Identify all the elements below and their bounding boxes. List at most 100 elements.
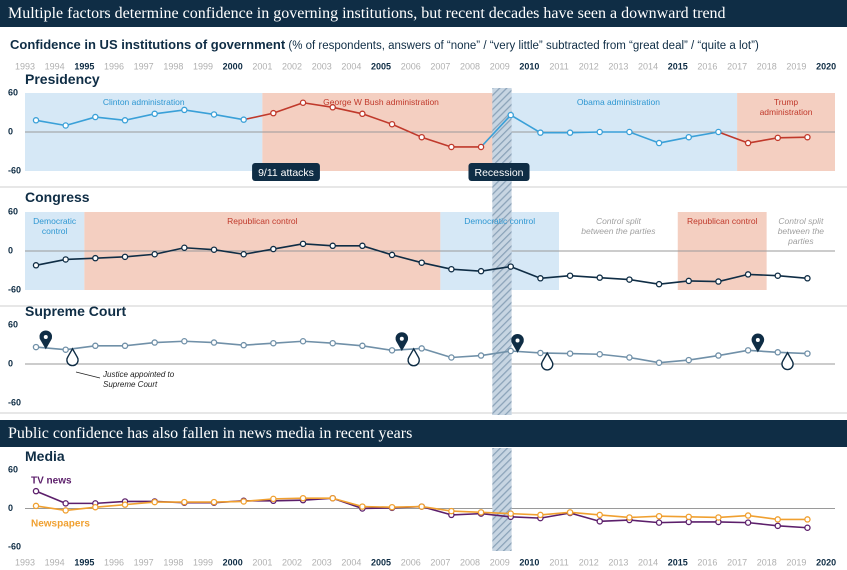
point xyxy=(774,516,782,523)
x-tick-label: 1998 xyxy=(163,557,183,567)
point xyxy=(359,110,366,118)
x-tick-label: 2020 xyxy=(816,557,836,567)
point xyxy=(270,495,277,503)
x-tick-label: 2001 xyxy=(252,557,272,567)
y-tick-label: 0 xyxy=(8,126,13,136)
line-segment xyxy=(480,114,512,148)
point xyxy=(181,498,188,506)
line-segment xyxy=(35,505,66,512)
x-tick-label: 2005 xyxy=(371,557,391,567)
point xyxy=(685,277,692,285)
point xyxy=(151,339,158,346)
x-tick-label: 2001 xyxy=(252,61,272,71)
pin-dot xyxy=(43,334,48,339)
x-tick-label: 1995 xyxy=(74,557,94,567)
point xyxy=(715,278,722,285)
point xyxy=(804,275,811,282)
panel-title: Supreme Court xyxy=(25,303,126,319)
panel-title: Media xyxy=(25,448,65,464)
x-tick-label: 2015 xyxy=(668,557,688,567)
x-tick-label: 2009 xyxy=(490,557,510,567)
point xyxy=(537,511,544,519)
line-segment xyxy=(124,113,155,122)
x-tick-label: 2019 xyxy=(786,557,806,567)
line-segment xyxy=(658,280,689,285)
line-segment xyxy=(214,500,244,503)
point xyxy=(62,346,69,353)
appointment-pin xyxy=(511,334,524,353)
point xyxy=(448,507,455,515)
point xyxy=(62,122,69,129)
point xyxy=(418,503,425,510)
point xyxy=(121,253,129,261)
x-tick-label: 2002 xyxy=(282,557,302,567)
appointment-pin xyxy=(39,330,53,350)
subtitle-bold: Confidence in US institutions of governm… xyxy=(10,37,286,52)
x-tick-label: 2010 xyxy=(519,61,539,71)
point xyxy=(359,242,366,250)
line-segment xyxy=(332,106,363,115)
point xyxy=(448,354,455,361)
point xyxy=(299,99,307,107)
line-segment xyxy=(777,274,808,280)
point xyxy=(507,263,514,270)
x-tick-label: 2017 xyxy=(727,61,747,71)
point xyxy=(566,509,574,516)
point xyxy=(270,109,277,117)
point xyxy=(210,339,218,346)
line-segment xyxy=(35,346,66,351)
x-tick-label: 2016 xyxy=(697,557,717,567)
point xyxy=(270,245,277,253)
point xyxy=(210,498,218,506)
band-label-box: Democratic control xyxy=(440,216,559,226)
point xyxy=(388,347,396,354)
point xyxy=(744,139,752,147)
x-tick-label: 2000 xyxy=(223,61,243,71)
point xyxy=(299,240,307,248)
point xyxy=(655,512,663,520)
band-label: Control split between the parties xyxy=(777,216,825,246)
line-segment xyxy=(154,246,185,256)
line-segment xyxy=(184,340,215,344)
line-segment xyxy=(154,340,185,344)
x-tick-label: 2014 xyxy=(638,557,658,567)
point xyxy=(329,494,336,502)
x-tick-label: 1994 xyxy=(45,61,65,71)
line-segment xyxy=(629,278,660,285)
point xyxy=(596,274,603,281)
line-segment xyxy=(629,515,660,519)
point xyxy=(121,501,129,508)
band-label-box: Obama administration xyxy=(500,97,737,107)
point xyxy=(477,509,485,516)
x-tick-label: 2003 xyxy=(312,61,332,71)
line-segment xyxy=(510,350,541,354)
point xyxy=(744,347,752,354)
line-segment xyxy=(362,507,393,510)
recession-band xyxy=(492,448,512,551)
point xyxy=(121,117,129,124)
point xyxy=(477,267,485,275)
line-segment xyxy=(688,131,719,138)
point xyxy=(655,280,663,288)
x-tick-label: 2010 xyxy=(519,557,539,567)
point xyxy=(210,246,218,253)
x-tick-label: 1999 xyxy=(193,557,213,567)
x-tick-label: 2003 xyxy=(312,557,332,567)
point xyxy=(626,514,633,521)
point xyxy=(685,513,692,521)
x-tick-label: 1999 xyxy=(193,61,213,71)
line-segment xyxy=(748,349,778,354)
section-header: Multiple factors determine confidence in… xyxy=(0,0,847,27)
point xyxy=(804,524,811,532)
appointment-pin xyxy=(781,351,794,371)
line-segment xyxy=(599,276,630,281)
line-segment xyxy=(688,354,719,361)
line-segment xyxy=(777,525,808,529)
point xyxy=(92,503,99,511)
point xyxy=(329,339,336,347)
line-segment xyxy=(332,497,363,508)
line-segment xyxy=(451,512,482,516)
point xyxy=(329,104,336,111)
point xyxy=(151,250,158,258)
point xyxy=(359,342,366,350)
